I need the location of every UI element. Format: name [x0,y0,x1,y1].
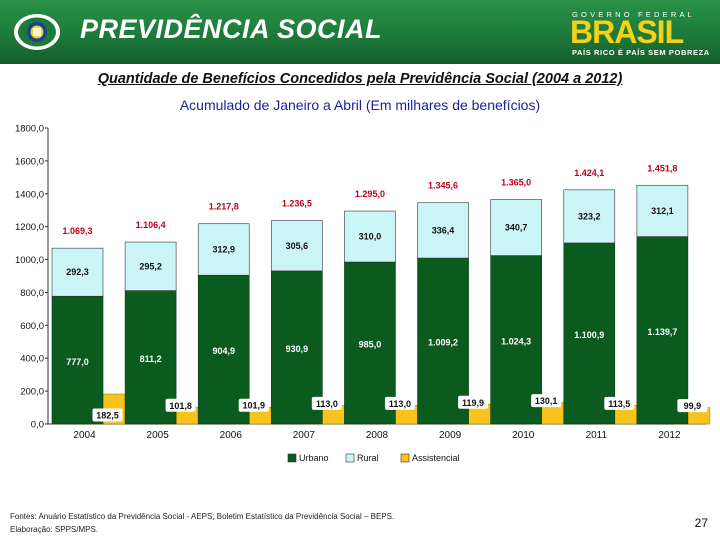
x-tick-label: 2007 [293,430,316,441]
y-tick-label: 200,0 [20,387,44,398]
bar-chart: 0,0 200,0 400,0 600,0 800,0 1000,0 1200,0 1400,… [15,124,711,463]
label-assistencial-background [604,396,635,410]
header-background [0,0,720,64]
legend-label: Rural [357,453,379,463]
footer-credit: Elaboração: SPPS/MPS. [10,525,99,534]
y-tick-label: 400,0 [20,354,44,365]
y-tick-label: 1600,0 [15,156,44,167]
bar-rural [636,184,689,237]
label-assistencial-background [311,396,342,410]
label-urbano: 1.139,7 [647,327,677,337]
x-tick-label: 2008 [366,430,389,441]
government-label: GOVERNO FEDERAL [572,10,696,19]
x-tick-label: 2012 [658,430,681,441]
y-tick-label: 800,0 [20,288,44,299]
label-rural: 310,0 [359,232,382,242]
y-tick-label: 600,0 [20,321,44,332]
bar-rural [197,223,250,276]
footer-source: Fontes: Anuário Estatístico da Previdênc… [10,512,395,521]
label-total: 1.069,3 [62,226,92,236]
label-rural: 312,1 [651,206,674,216]
label-total: 1.295,0 [355,189,385,199]
label-assistencial: 182,5 [96,410,119,420]
bar-rural [271,220,323,272]
label-assistencial: 113,0 [316,399,338,409]
label-urbano: 777,0 [66,357,89,367]
label-total: 1.106,4 [136,220,166,230]
y-tick-label: 1400,0 [15,189,44,200]
label-assistencial-background [677,399,708,413]
label-assistencial: 99,9 [684,401,702,411]
bar-rural [124,241,177,291]
bar-rural [51,247,104,297]
label-assistencial: 101,9 [242,401,265,411]
label-rural: 295,2 [139,261,162,271]
label-assistencial: 101,8 [169,401,192,411]
label-urbano: 930,9 [286,344,309,354]
label-rural: 292,3 [66,267,89,277]
y-tick-label: 1200,0 [15,222,44,233]
header-banner: PREVIDÊNCIA SOCIAL GOVERNO FEDERAL BRASI… [0,0,720,64]
label-total: 1.451,8 [647,163,677,173]
label-urbano: 1.009,2 [428,338,458,348]
y-tick-label: 0,0 [31,420,44,431]
label-assistencial: 119,9 [462,398,484,408]
label-rural: 340,7 [505,223,528,233]
y-tick-label: 1000,0 [15,255,44,266]
label-urbano: 1.100,9 [574,330,604,340]
label-total: 1.217,8 [209,202,239,212]
label-urbano: 904,9 [212,346,235,356]
label-assistencial: 113,5 [608,399,630,409]
bar-urbano [51,295,104,425]
x-tick-label: 2009 [439,430,462,441]
label-rural: 312,9 [212,244,235,254]
label-urbano: 985,0 [359,340,382,350]
label-assistencial-background [92,408,123,422]
label-assistencial-background [384,396,415,410]
bar-urbano [636,236,689,425]
bar-rural [563,189,616,244]
label-assistencial: 130,1 [535,396,558,406]
legend-label: Assistencial [412,453,460,463]
legend-label: Urbano [299,453,329,463]
brand-title: PREVIDÊNCIA SOCIAL [80,14,383,44]
label-assistencial-background [458,395,489,409]
legend-swatch [287,453,297,463]
label-assistencial-background [165,398,196,412]
page-number: 27 [694,516,708,530]
bar-rural [490,199,542,256]
label-rural: 305,6 [286,241,309,251]
x-tick-label: 2006 [220,430,243,441]
x-tick-label: 2011 [586,430,608,441]
y-tick-label: 1800,0 [15,124,44,135]
label-urbano: 1.024,3 [501,336,531,346]
chart-subtitle: Acumulado de Janeiro a Abril (Em milhare… [179,97,541,113]
x-tick-label: 2005 [147,430,170,441]
label-total: 1.236,5 [282,199,312,209]
government-slogan: PAÍS RICO É PAÍS SEM POBREZA [572,48,710,57]
label-rural: 336,4 [432,225,455,235]
legend-swatch [400,453,410,463]
x-tick-label: 2004 [73,430,96,441]
label-assistencial: 113,0 [389,399,411,409]
x-tick-label: 2010 [512,430,535,441]
label-total: 1.424,1 [574,168,604,178]
label-total: 1.365,0 [501,178,531,188]
chart-title: Quantidade de Benefícios Concedidos pela… [97,71,623,87]
label-rural: 323,2 [578,211,601,221]
brasil-logo: BRASIL [570,14,684,50]
label-total: 1.345,6 [428,181,458,191]
bar-rural [344,210,396,263]
label-urbano: 811,2 [140,354,162,364]
legend-swatch [345,453,355,463]
label-assistencial-background [238,398,269,412]
label-assistencial-background [531,394,562,408]
bar-rural [417,202,469,259]
previdencia-logo-icon [14,14,60,50]
